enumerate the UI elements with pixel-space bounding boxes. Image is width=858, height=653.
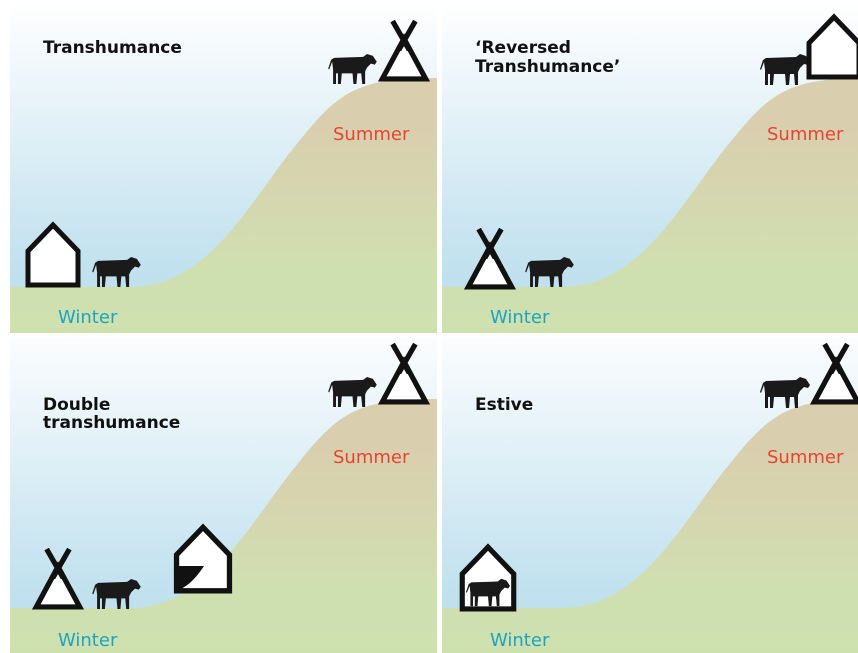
winter-label: Winter bbox=[58, 630, 118, 651]
summer-label: Summer bbox=[767, 124, 844, 145]
panel-title: Transhumance bbox=[43, 38, 182, 58]
panel: Transhumance Summer Winter bbox=[10, 0, 437, 340]
diagram: Transhumance Summer Winter ‘ReversedTran… bbox=[0, 0, 858, 653]
panel: Estive Summer Winter bbox=[442, 321, 858, 653]
summer-label: Summer bbox=[767, 447, 844, 468]
winter-label: Winter bbox=[490, 307, 550, 328]
summer-label: Summer bbox=[333, 124, 410, 145]
winter-label: Winter bbox=[490, 630, 550, 651]
panel-title: Estive bbox=[475, 395, 533, 415]
summer-label: Summer bbox=[333, 447, 410, 468]
winter-label: Winter bbox=[58, 307, 118, 328]
